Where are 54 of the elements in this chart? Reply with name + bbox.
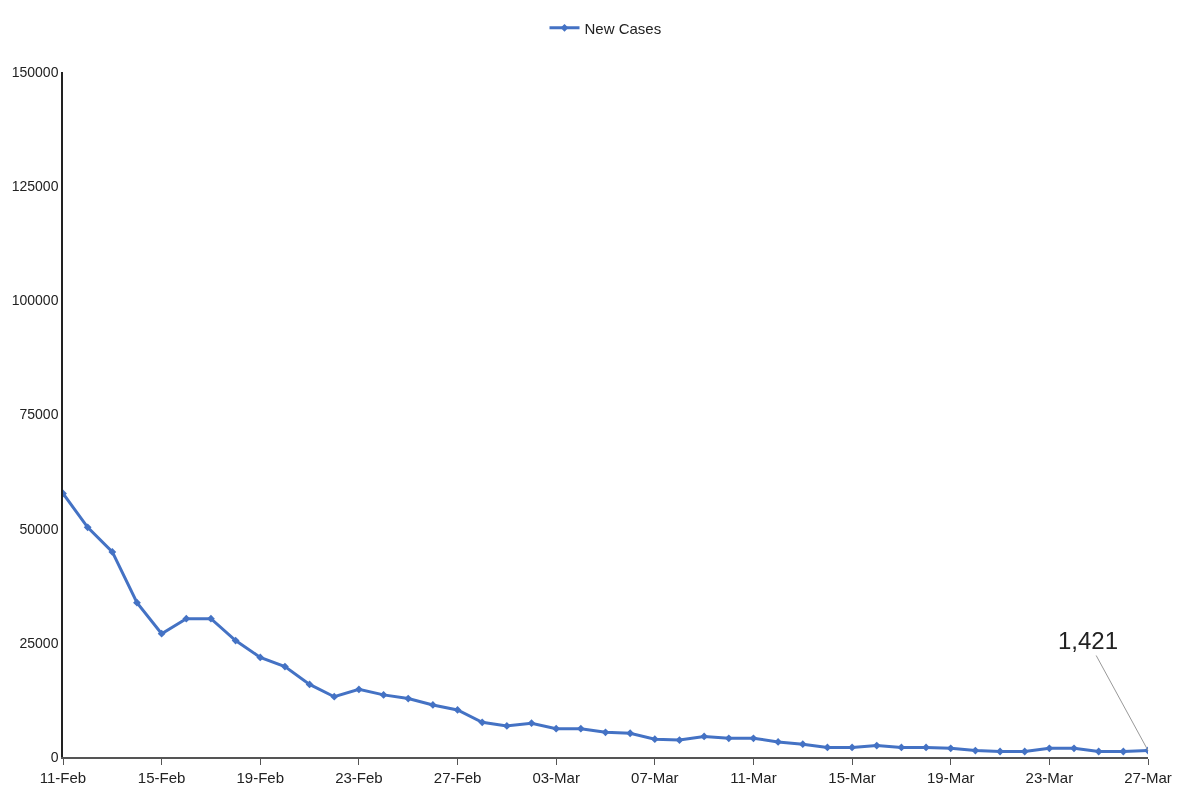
x-tick-label: 19-Mar xyxy=(926,768,975,786)
point xyxy=(971,746,980,755)
x-tick-label: 27-Mar xyxy=(1124,768,1172,786)
point xyxy=(527,719,536,728)
point xyxy=(872,741,881,750)
point xyxy=(256,653,265,662)
point xyxy=(798,740,807,749)
x-tick-label: 11-Mar xyxy=(730,768,777,786)
y-tick-label: 100000 xyxy=(11,292,59,309)
point xyxy=(281,662,289,671)
point xyxy=(724,734,733,743)
y-tick-label: 125000 xyxy=(11,178,59,195)
point xyxy=(157,629,166,638)
point xyxy=(428,701,437,709)
x-tick-label: 15-Feb xyxy=(137,768,186,786)
x-tick-label: 15-Mar xyxy=(828,768,876,786)
point xyxy=(330,692,339,701)
y-tick-label: 25000 xyxy=(19,634,59,651)
point xyxy=(996,747,1004,756)
x-tick-label: 23-Feb xyxy=(335,768,383,786)
point xyxy=(207,614,215,623)
point xyxy=(478,718,487,727)
y-tick-label: 0 xyxy=(50,748,59,765)
point xyxy=(453,706,462,714)
x-tick-label: 27-Feb xyxy=(433,768,482,786)
point xyxy=(231,636,240,645)
point xyxy=(601,728,610,737)
point xyxy=(749,734,758,743)
y-tick-label: 50000 xyxy=(19,520,59,537)
x-tick-label: 03-Mar xyxy=(532,768,580,786)
x-tick-label: 23-Mar xyxy=(1025,768,1074,786)
point xyxy=(83,523,92,532)
point xyxy=(108,548,117,556)
point xyxy=(379,690,388,699)
point xyxy=(1045,744,1054,753)
y-tick-label: 150000 xyxy=(11,63,59,80)
point xyxy=(305,680,314,689)
point xyxy=(946,744,955,753)
legend-label: New Cases xyxy=(584,19,662,37)
point xyxy=(133,598,141,607)
x-tick-label: 11-Feb xyxy=(39,768,87,786)
point xyxy=(355,685,363,694)
y-tick-label: 75000 xyxy=(19,406,59,423)
point xyxy=(404,694,413,703)
point xyxy=(650,735,659,744)
point xyxy=(700,732,709,741)
point xyxy=(1070,744,1078,753)
annotation: 1,421 xyxy=(1058,627,1119,654)
point xyxy=(848,743,856,752)
x-tick-label: 07-Mar xyxy=(631,768,679,786)
point xyxy=(922,743,930,752)
point xyxy=(675,736,684,744)
point xyxy=(626,729,635,738)
x-tick-label: 19-Feb xyxy=(236,768,285,786)
